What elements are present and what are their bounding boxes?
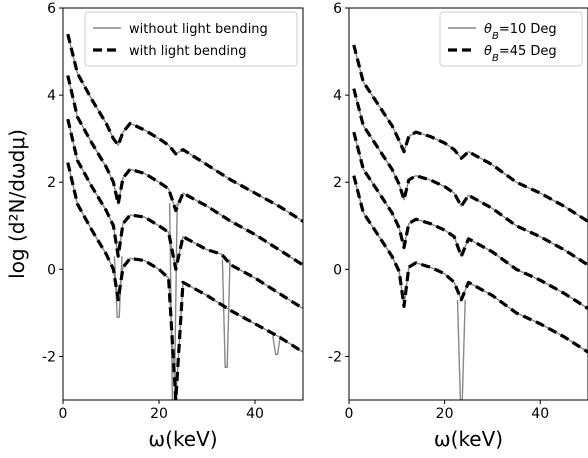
legend-box <box>84 11 298 67</box>
legend-label: without light bending <box>129 22 268 37</box>
curve-4-series-2 <box>66 162 303 400</box>
curve-3-series-2 <box>352 131 588 310</box>
curve-4-series-1 <box>353 175 588 353</box>
y-tick-label: 2 <box>47 175 56 191</box>
x-tick-label: 40 <box>246 406 264 422</box>
curve-3-series-2 <box>66 118 303 310</box>
y-tick-label: 6 <box>333 1 342 17</box>
x-axis-label: ω(keV) <box>434 427 503 451</box>
curve-1-series-1 <box>353 44 588 222</box>
x-tick-label: 0 <box>59 406 68 422</box>
x-tick-label: 20 <box>436 406 454 422</box>
y-tick-label: 4 <box>47 88 56 104</box>
y-tick-label: 2 <box>333 175 342 191</box>
curve-2-series-2 <box>352 88 588 267</box>
dip-1 <box>456 299 466 400</box>
plot-area <box>352 44 588 400</box>
axes-frame <box>62 7 304 401</box>
curve-4-series-2 <box>352 175 588 354</box>
legend: without light bending with light bending <box>84 11 298 67</box>
y-axis-label: log (d²N/dωdμ) <box>5 129 29 279</box>
curve-1-series-2 <box>352 44 588 223</box>
plot-area <box>66 33 303 400</box>
dip-3 <box>221 259 231 368</box>
curve-3-series-1 <box>67 118 303 310</box>
x-axis-label: ω(keV) <box>148 427 217 451</box>
legend-label: with light bending <box>129 44 247 59</box>
x-tick-label: 0 <box>345 406 354 422</box>
y-tick-label: 0 <box>333 262 342 278</box>
curve-4-series-1 <box>67 162 303 400</box>
y-tick-label: -2 <box>42 349 56 365</box>
curve-2-series-2 <box>66 75 303 267</box>
legend-label: θB=10 Deg <box>484 22 557 42</box>
x-tick-label: 40 <box>531 406 549 422</box>
legend-box <box>439 11 583 67</box>
legend-label: θB=45 Deg <box>484 44 557 64</box>
y-tick-label: 6 <box>47 1 56 17</box>
curve-1-series-2 <box>66 33 303 223</box>
axes-frame <box>348 7 588 401</box>
y-tick-label: 4 <box>333 88 342 104</box>
y-tick-label: 0 <box>47 262 56 278</box>
y-tick-label: -2 <box>328 349 342 365</box>
x-tick-label: 20 <box>150 406 168 422</box>
dip-4 <box>272 335 282 355</box>
